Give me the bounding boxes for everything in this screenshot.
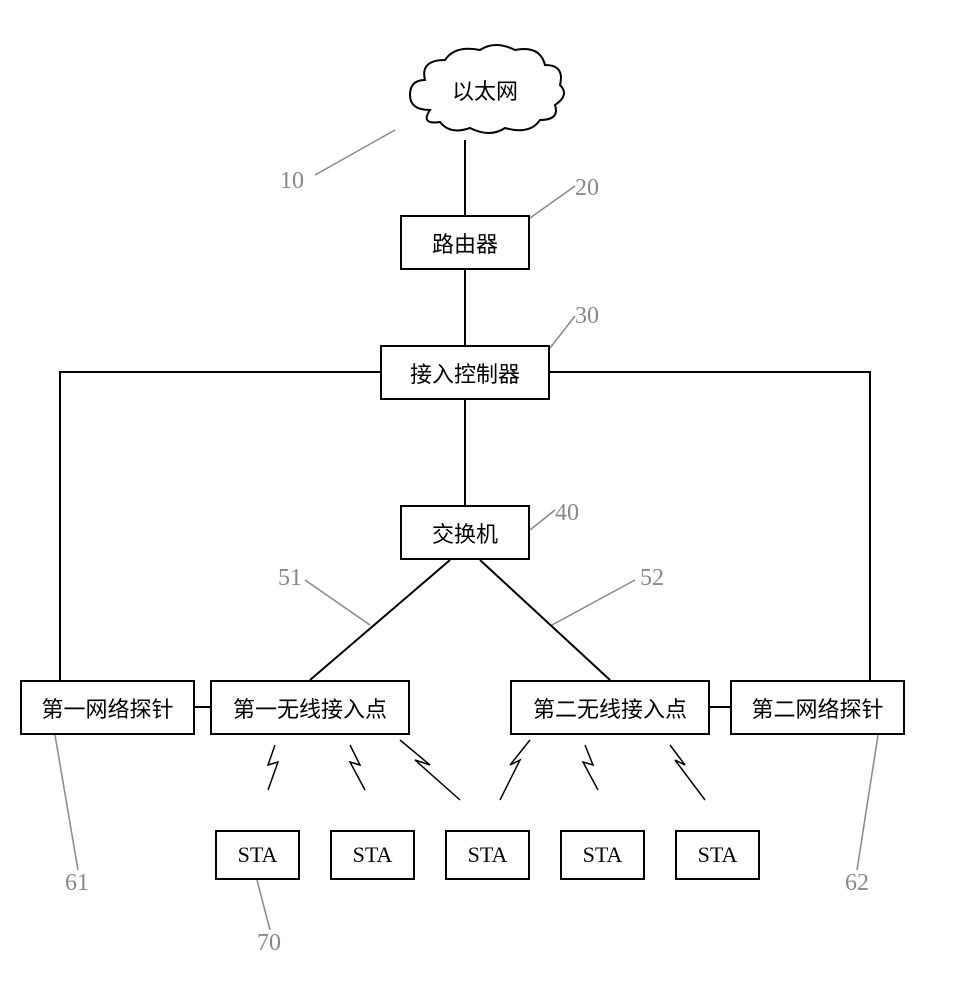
- sta-label: STA: [583, 842, 623, 868]
- probe2-label: 第二网络探针: [751, 692, 883, 724]
- ref-label: 62: [845, 870, 869, 897]
- ap2-label: 第二无线接入点: [533, 692, 687, 724]
- ref-label: 30: [575, 303, 599, 330]
- probe2-node: 第二网络探针: [730, 680, 905, 735]
- router-node: 路由器: [400, 215, 530, 270]
- ap2-node: 第二无线接入点: [510, 680, 710, 735]
- sta-node: STA: [560, 830, 645, 880]
- ref-label: 10: [280, 168, 304, 195]
- switch-label: 交换机: [432, 517, 498, 549]
- sta-node: STA: [330, 830, 415, 880]
- sta-node: STA: [675, 830, 760, 880]
- controller-node: 接入控制器: [380, 345, 550, 400]
- ref-label: 40: [555, 500, 579, 527]
- ref-label: 52: [640, 565, 664, 592]
- probe1-node: 第一网络探针: [20, 680, 195, 735]
- controller-label: 接入控制器: [410, 357, 520, 389]
- ref-label: 61: [65, 870, 89, 897]
- sta-node: STA: [215, 830, 300, 880]
- ref-label: 20: [575, 175, 599, 202]
- ref-label: 51: [278, 565, 302, 592]
- router-label: 路由器: [432, 227, 498, 259]
- network-diagram: 以太网 路由器 接入控制器 交换机 第一无线接入点 第二无线接入点 第一网络探针…: [0, 0, 975, 1000]
- switch-node: 交换机: [400, 505, 530, 560]
- ref-label: 70: [257, 930, 281, 957]
- ap1-node: 第一无线接入点: [210, 680, 410, 735]
- sta-label: STA: [238, 842, 278, 868]
- sta-label: STA: [353, 842, 393, 868]
- sta-label: STA: [468, 842, 508, 868]
- ethernet-cloud: 以太网: [400, 40, 570, 140]
- probe1-label: 第一网络探针: [41, 692, 173, 724]
- sta-label: STA: [698, 842, 738, 868]
- ap1-label: 第一无线接入点: [233, 692, 387, 724]
- sta-node: STA: [445, 830, 530, 880]
- ethernet-label: 以太网: [452, 74, 518, 106]
